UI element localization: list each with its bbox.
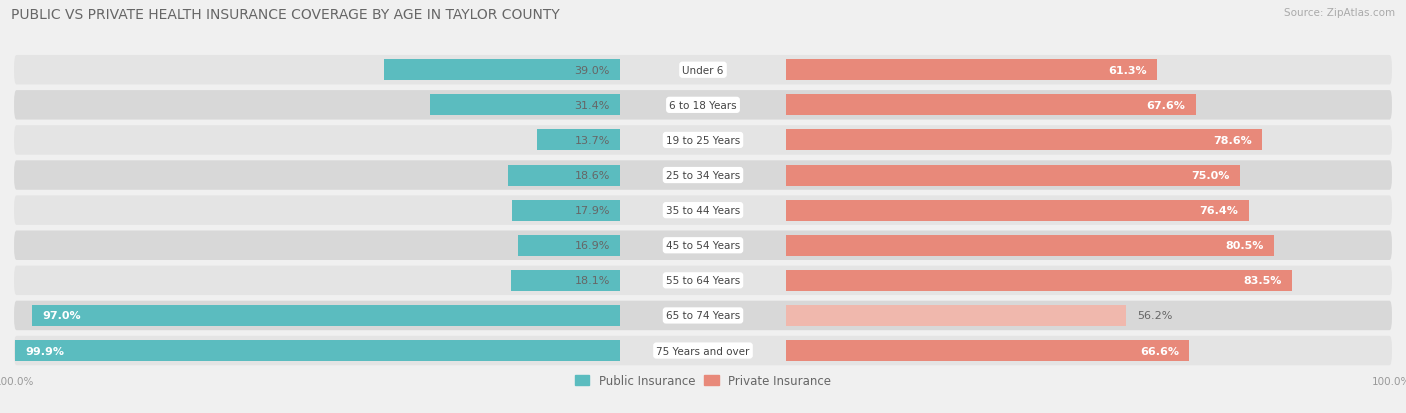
Text: 75.0%: 75.0% [1192,171,1230,180]
Text: 25 to 34 Years: 25 to 34 Years [666,171,740,180]
Legend: Public Insurance, Private Insurance: Public Insurance, Private Insurance [571,369,835,392]
Text: 6 to 18 Years: 6 to 18 Years [669,101,737,111]
FancyBboxPatch shape [14,266,1392,295]
Text: 83.5%: 83.5% [1243,275,1282,286]
Text: 76.4%: 76.4% [1199,206,1239,216]
Text: 97.0%: 97.0% [42,311,82,320]
FancyBboxPatch shape [14,161,1392,190]
Bar [517,235,620,256]
Bar [786,200,1249,221]
Text: 35 to 44 Years: 35 to 44 Years [666,206,740,216]
Text: 13.7%: 13.7% [575,135,610,146]
Text: 61.3%: 61.3% [1108,66,1147,76]
Text: 19 to 25 Years: 19 to 25 Years [666,135,740,146]
Bar [14,340,620,361]
Bar [32,305,620,326]
Bar [786,130,1263,151]
Text: 56.2%: 56.2% [1136,311,1173,320]
Bar [786,95,1195,116]
Bar [786,270,1292,291]
Text: 39.0%: 39.0% [575,66,610,76]
Bar [430,95,620,116]
Bar [508,165,620,186]
FancyBboxPatch shape [14,336,1392,366]
Bar [537,130,620,151]
Text: 16.9%: 16.9% [575,241,610,251]
FancyBboxPatch shape [14,231,1392,260]
FancyBboxPatch shape [14,196,1392,225]
Bar [786,60,1157,81]
Text: 80.5%: 80.5% [1225,241,1264,251]
Text: 18.6%: 18.6% [575,171,610,180]
Bar [786,340,1189,361]
Text: 99.9%: 99.9% [25,346,65,356]
Text: 45 to 54 Years: 45 to 54 Years [666,241,740,251]
Bar [512,200,620,221]
FancyBboxPatch shape [14,56,1392,85]
Bar [786,165,1240,186]
Text: 31.4%: 31.4% [575,101,610,111]
Bar [786,235,1274,256]
Bar [384,60,620,81]
Text: 18.1%: 18.1% [575,275,610,286]
Text: 67.6%: 67.6% [1146,101,1185,111]
Text: 78.6%: 78.6% [1213,135,1251,146]
Bar [510,270,620,291]
Bar [786,305,1126,326]
Text: 66.6%: 66.6% [1140,346,1180,356]
Text: Under 6: Under 6 [682,66,724,76]
Text: 75 Years and over: 75 Years and over [657,346,749,356]
Text: Source: ZipAtlas.com: Source: ZipAtlas.com [1284,8,1395,18]
Text: PUBLIC VS PRIVATE HEALTH INSURANCE COVERAGE BY AGE IN TAYLOR COUNTY: PUBLIC VS PRIVATE HEALTH INSURANCE COVER… [11,8,560,22]
Text: 55 to 64 Years: 55 to 64 Years [666,275,740,286]
Text: 17.9%: 17.9% [575,206,610,216]
Text: 65 to 74 Years: 65 to 74 Years [666,311,740,320]
FancyBboxPatch shape [14,301,1392,330]
FancyBboxPatch shape [14,91,1392,120]
FancyBboxPatch shape [14,126,1392,155]
